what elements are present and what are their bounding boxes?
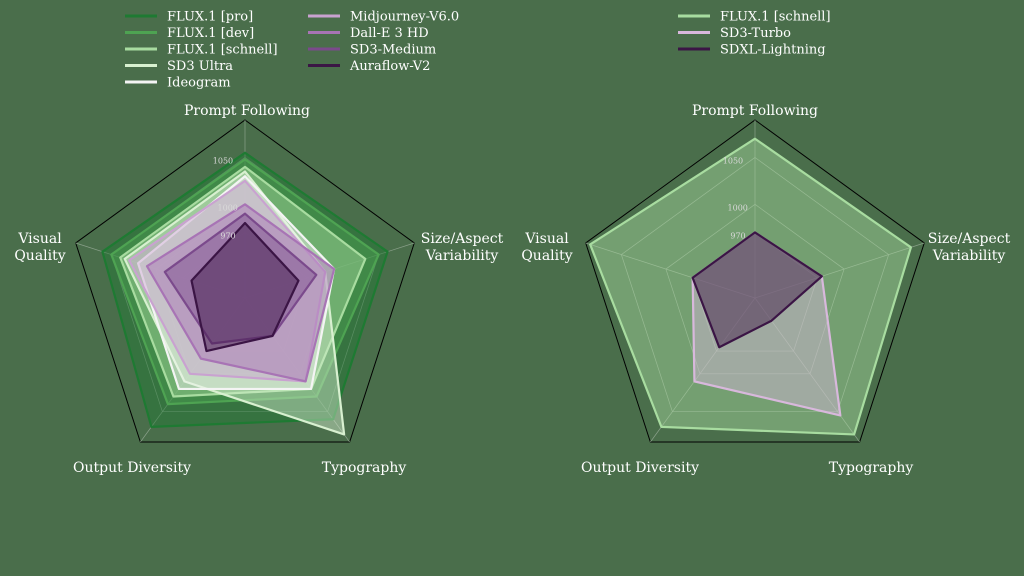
legend-entry: Auraflow-V2 (308, 59, 430, 74)
axis-spoke (244, 297, 350, 443)
axis-label: Size/Aspect Variability (928, 231, 1011, 264)
axis-spoke (650, 297, 756, 443)
tick-label: 1050 (723, 156, 743, 165)
legend-label: FLUX.1 [schnell] (720, 10, 831, 25)
axis-spoke (75, 242, 246, 299)
axis-spoke (585, 242, 756, 299)
radar-chart-1: 970 1000 1050 Prompt Following Size/Aspect Va… (14, 10, 503, 477)
legend-entry: FLUX.1 [schnell] (125, 43, 278, 58)
legend-entry: SD3 Ultra (125, 59, 233, 74)
legend-label: FLUX.1 [schnell] (167, 43, 278, 58)
legend-label: FLUX.1 [dev] (167, 26, 254, 41)
legend-label: SD3-Medium (350, 43, 436, 58)
legend-entry: SDXL-Lightning (678, 43, 826, 58)
axis-label: Prompt Following (692, 103, 818, 119)
axis-spoke (140, 297, 246, 443)
series-polygon-8 (163, 212, 318, 345)
axis-label: Visual Quality (521, 231, 572, 264)
tick-label: 1000 (218, 203, 238, 212)
legend-entry: Dall-E 3 HD (308, 26, 429, 41)
grid-ring (665, 203, 845, 375)
legend-label: FLUX.1 [pro] (167, 10, 253, 25)
series-polygon-1 (589, 137, 913, 436)
grid-ring (182, 231, 308, 352)
grid-ring (620, 157, 890, 413)
legend-entry: SD3-Turbo (678, 26, 791, 41)
axis-label: Output Diversity (73, 460, 191, 476)
legend-entry: FLUX.1 [schnell] (678, 10, 831, 25)
legend-entry: Midjourney-V6.0 (308, 10, 459, 25)
legend-label: Midjourney-V6.0 (350, 10, 459, 25)
axis-label: Typography (322, 460, 407, 476)
legend-label: Ideogram (167, 76, 231, 91)
tick-label: 1000 (728, 203, 748, 212)
legend-entry: FLUX.1 [dev] (125, 26, 254, 41)
tick-label: 970 (730, 231, 745, 240)
legend-label: SD3-Turbo (720, 26, 791, 41)
outer-frame (585, 119, 925, 443)
axis-label: Visual Quality (14, 231, 65, 264)
axis-spoke (244, 242, 415, 299)
series-polygon-3 (691, 231, 823, 349)
tick-label: 970 (220, 231, 235, 240)
legend-entry: FLUX.1 [pro] (125, 10, 253, 25)
tick-label: 1050 (213, 156, 233, 165)
radar-chart-2: 970 1000 1050 Prompt Following Size/Aspect Va… (521, 10, 1010, 477)
series-polygon-9 (190, 221, 300, 353)
axis-label: Output Diversity (581, 460, 699, 476)
legend-entry: Ideogram (125, 76, 231, 91)
axis-label: Typography (829, 460, 914, 476)
legend-label: SD3 Ultra (167, 59, 233, 74)
legend-entry: SD3-Medium (308, 43, 436, 58)
outer-frame (75, 119, 415, 443)
legend-label: SDXL-Lightning (720, 43, 826, 58)
axis-spoke (754, 242, 925, 299)
legend-label: Auraflow-V2 (349, 59, 430, 74)
axis-label: Size/Aspect Variability (421, 231, 504, 264)
axis-label: Prompt Following (184, 103, 310, 119)
axis-spoke (754, 297, 860, 443)
legend-label: Dall-E 3 HD (350, 26, 429, 41)
